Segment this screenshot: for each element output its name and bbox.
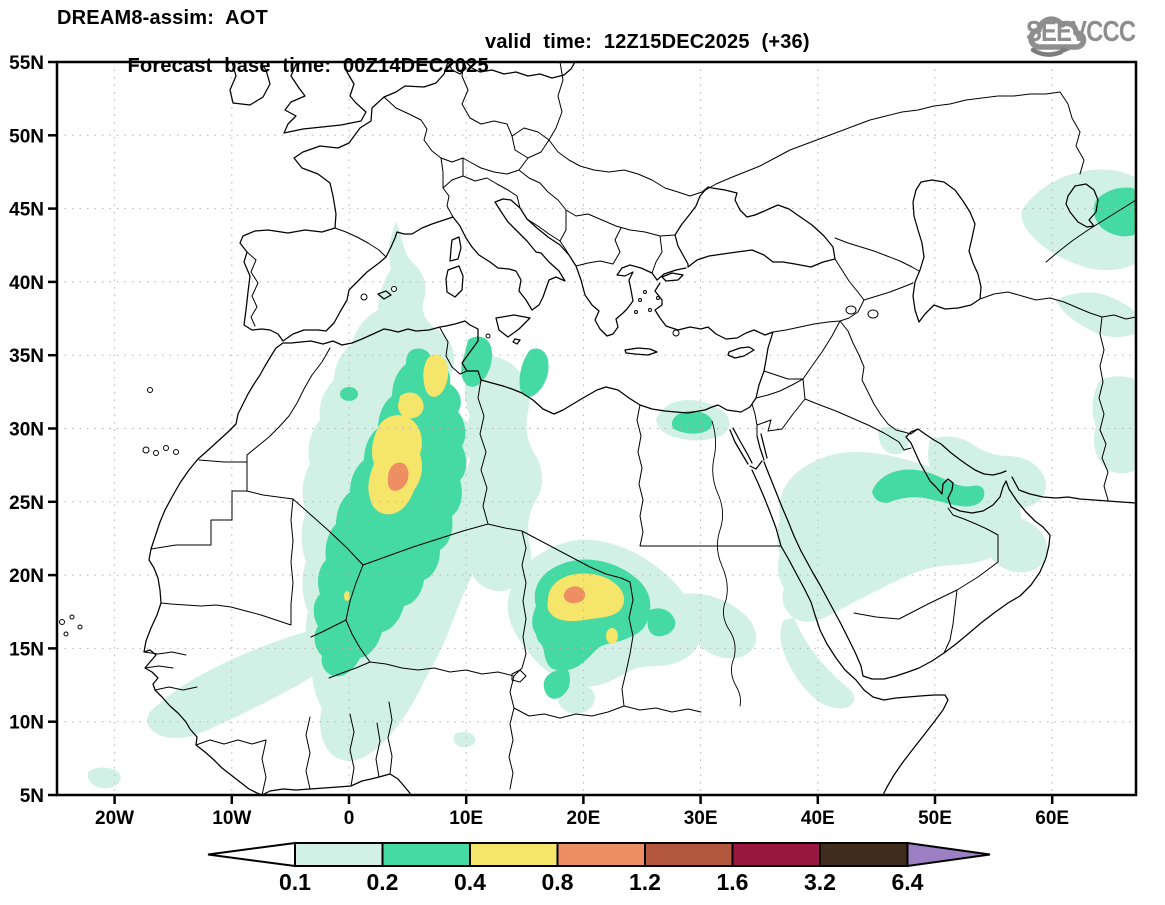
lat-tick-label: 15N <box>9 639 44 660</box>
lat-tick-label: 25N <box>9 493 44 514</box>
colorbar-cell <box>644 842 734 867</box>
lon-tick-label: 40E <box>801 808 835 829</box>
colorbar-cell <box>731 842 821 867</box>
colorbar-level-label: 0.8 <box>542 869 574 895</box>
lon-tick-label: 20W <box>95 808 134 829</box>
logo-text: SEEVCCC <box>1025 16 1136 48</box>
colorbar-arrow-above-max <box>906 841 991 868</box>
colorbar-level-label: 3.2 <box>804 869 836 895</box>
lon-tick-label: 20E <box>566 808 600 829</box>
plot-title: DREAM8-assim: AOT <box>57 7 268 29</box>
colorbar-level-label: 0.1 <box>279 869 311 895</box>
lat-tick-label: 40N <box>9 273 44 294</box>
colorbar-arrow-below-min <box>207 841 296 868</box>
lat-tick-label: 10N <box>9 713 44 734</box>
small-islands <box>59 286 680 637</box>
colorbar-cell <box>469 842 559 867</box>
cloud-logo-icon <box>1028 16 1087 57</box>
latitude-axis: 55N 50N 45N 40N 35N 30N 25N 20N 15N 10N 5N <box>9 53 57 807</box>
lon-tick-label: 50E <box>918 808 952 829</box>
lon-tick-label: 10E <box>449 808 483 829</box>
lat-tick-label: 30N <box>9 420 44 441</box>
aot-shading-level-0.8 <box>387 462 586 604</box>
colorbar-level-label: 0.4 <box>454 869 486 895</box>
lat-tick-label: 55N <box>9 53 44 74</box>
lat-tick-label: 5N <box>20 786 44 807</box>
colorbar-level-label: 1.6 <box>717 869 749 895</box>
colorbar-level-label: 6.4 <box>892 869 924 895</box>
aot-colorbar-legend: 0.1 0.2 0.4 0.8 1.2 1.6 3.2 6.4 <box>207 841 991 895</box>
valid-time: valid time: 12Z15DEC2025 (+36) <box>485 31 810 53</box>
seevccc-logo: SEEVCCC <box>1025 16 1159 57</box>
lon-tick-label: 30E <box>684 808 718 829</box>
nile-river <box>711 420 741 707</box>
rivers <box>711 420 741 707</box>
lat-tick-label: 50N <box>9 126 44 147</box>
lon-tick-label: 0 <box>344 808 355 829</box>
islands <box>59 236 755 637</box>
lat-tick-label: 20N <box>9 566 44 587</box>
colorbar-cell <box>381 842 471 867</box>
lat-tick-label: 45N <box>9 200 44 221</box>
longitude-axis: 20W 10W 0 10E 20E 30E 40E 50E 60E <box>95 795 1069 829</box>
lon-tick-label: 60E <box>1035 808 1069 829</box>
colorbar-cell <box>294 842 384 867</box>
forecast-base-time: Forecast base time: 00Z14DEC2025 <box>127 55 489 77</box>
colorbar-cell <box>819 842 909 867</box>
country-borders <box>143 62 1136 795</box>
colorbar-level-label: 1.2 <box>629 869 661 895</box>
coastlines <box>143 62 1136 795</box>
plot-titles: DREAM8-assim: AOT Forecast base time: 00… <box>57 6 810 77</box>
lat-tick-label: 35N <box>9 346 44 367</box>
colorbar-cell <box>556 842 646 867</box>
lon-tick-label: 10W <box>212 808 251 829</box>
plot-subtitle: Forecast base time: 00Z14DEC2025 valid t… <box>57 30 810 77</box>
colorbar-level-label: 0.2 <box>367 869 399 895</box>
